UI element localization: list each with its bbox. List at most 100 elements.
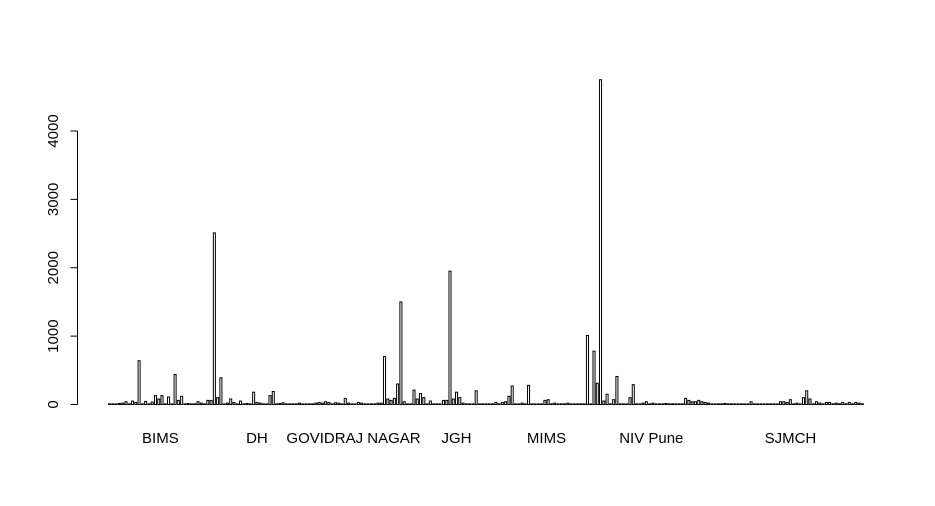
bar [288, 403, 292, 405]
bar [828, 401, 832, 406]
bar [762, 403, 766, 405]
bar [618, 403, 622, 405]
bar [337, 402, 341, 406]
bar [333, 402, 337, 406]
bar [330, 403, 334, 405]
bar [471, 403, 475, 405]
bar [360, 402, 364, 406]
bar [170, 403, 174, 405]
bar [736, 403, 740, 405]
bar [383, 356, 387, 406]
bars [108, 79, 864, 406]
bar [765, 403, 769, 405]
bar [399, 301, 403, 405]
bar [726, 403, 730, 406]
bar [700, 401, 704, 406]
y-tick-label: 2000 [45, 251, 62, 284]
bar [491, 403, 495, 405]
bar [235, 403, 239, 405]
bar [320, 402, 324, 406]
bar [193, 403, 197, 406]
bar [239, 400, 243, 405]
bar [589, 403, 593, 405]
y-tick-label: 1000 [45, 319, 62, 352]
bar [680, 403, 684, 405]
bar [772, 403, 776, 405]
bar [163, 403, 167, 405]
bar [510, 385, 514, 406]
bar [504, 401, 508, 406]
bar [579, 403, 583, 406]
bar [229, 398, 233, 405]
bar [746, 403, 750, 405]
bar [775, 403, 779, 405]
bar [743, 403, 747, 405]
bar [533, 403, 537, 405]
bar [278, 402, 282, 406]
bar [779, 401, 783, 406]
bar [111, 403, 115, 405]
bar [373, 403, 377, 405]
bar [497, 403, 501, 405]
bar [592, 350, 596, 406]
bar [693, 401, 697, 406]
bar [461, 402, 465, 406]
bar [392, 397, 396, 406]
bar [798, 403, 802, 405]
bar [108, 403, 112, 406]
bar [713, 403, 717, 405]
bar [566, 402, 570, 406]
bar [792, 403, 796, 405]
bar [664, 402, 668, 406]
bar [854, 401, 858, 406]
x-group-label: NIV Pune [619, 430, 683, 447]
bar [690, 401, 694, 406]
bar [857, 402, 861, 406]
bar [484, 403, 488, 405]
bar [468, 403, 472, 405]
bar [252, 391, 256, 406]
bar [523, 403, 527, 405]
bar [369, 403, 373, 405]
bar [710, 403, 714, 405]
bar [258, 402, 262, 406]
bar [347, 402, 351, 406]
bar [441, 399, 445, 405]
bar [412, 389, 416, 406]
bar [549, 403, 553, 405]
bar [805, 390, 809, 406]
bar [183, 403, 187, 405]
bar [291, 403, 295, 405]
bar [556, 403, 560, 405]
bar [569, 403, 573, 405]
bar [419, 393, 423, 405]
bar [585, 334, 589, 405]
bar [635, 403, 639, 405]
bar [638, 403, 642, 405]
bar [353, 403, 357, 405]
bar [445, 399, 449, 405]
bar [311, 403, 315, 405]
bar [448, 270, 452, 406]
bar [815, 401, 819, 406]
bar [245, 402, 249, 406]
bar [144, 400, 148, 406]
bar [801, 397, 805, 406]
bar [536, 403, 540, 405]
bar [720, 403, 724, 405]
bar [396, 383, 400, 405]
bar [644, 401, 648, 406]
bar [176, 399, 180, 405]
bar [415, 398, 419, 405]
x-group-labels: BIMS DH GOVIDRAJ NAGAR JGH MIMS NIV Pune SJMCH [142, 430, 816, 447]
bar [841, 401, 845, 406]
bar [795, 402, 799, 406]
bar [219, 377, 223, 405]
bar [455, 391, 459, 406]
bar [608, 403, 612, 405]
bar [788, 399, 792, 405]
bar [546, 399, 550, 405]
bar [677, 403, 681, 405]
bar [432, 403, 436, 405]
